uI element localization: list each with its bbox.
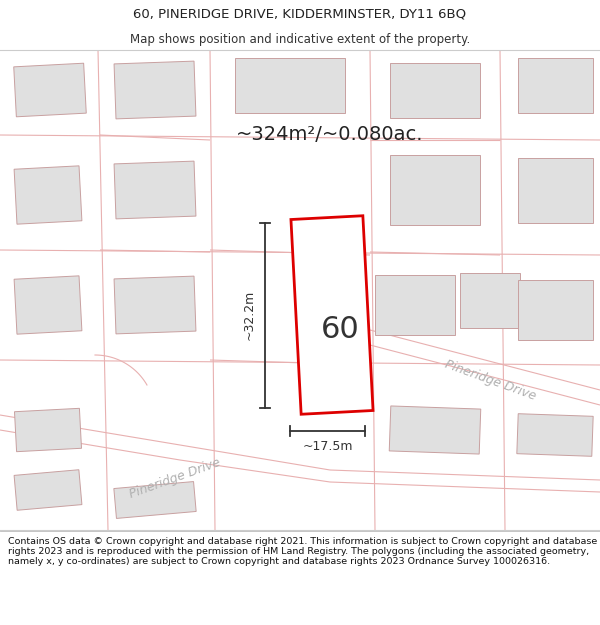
Polygon shape	[14, 408, 82, 452]
Polygon shape	[517, 414, 593, 456]
Polygon shape	[14, 470, 82, 510]
Text: Map shows position and indicative extent of the property.: Map shows position and indicative extent…	[130, 32, 470, 46]
Polygon shape	[517, 158, 593, 222]
Polygon shape	[114, 161, 196, 219]
Text: 60, PINERIDGE DRIVE, KIDDERMINSTER, DY11 6BQ: 60, PINERIDGE DRIVE, KIDDERMINSTER, DY11…	[133, 8, 467, 21]
Polygon shape	[517, 280, 593, 340]
Polygon shape	[291, 216, 373, 414]
Polygon shape	[114, 61, 196, 119]
Polygon shape	[390, 62, 480, 118]
Polygon shape	[517, 58, 593, 112]
Text: 60: 60	[320, 316, 359, 344]
Text: Contains OS data © Crown copyright and database right 2021. This information is : Contains OS data © Crown copyright and d…	[8, 537, 597, 566]
Polygon shape	[14, 63, 86, 117]
Polygon shape	[389, 406, 481, 454]
Polygon shape	[375, 275, 455, 335]
Text: ~32.2m: ~32.2m	[242, 290, 256, 340]
Text: ~17.5m: ~17.5m	[302, 440, 353, 453]
Polygon shape	[114, 276, 196, 334]
Polygon shape	[390, 155, 480, 225]
Polygon shape	[14, 166, 82, 224]
Polygon shape	[14, 276, 82, 334]
Text: Pineridge Drive: Pineridge Drive	[443, 357, 538, 402]
Polygon shape	[460, 272, 520, 328]
Polygon shape	[235, 58, 345, 112]
Text: ~324m²/~0.080ac.: ~324m²/~0.080ac.	[236, 126, 424, 144]
Polygon shape	[114, 482, 196, 518]
Text: Pineridge Drive: Pineridge Drive	[128, 456, 223, 501]
